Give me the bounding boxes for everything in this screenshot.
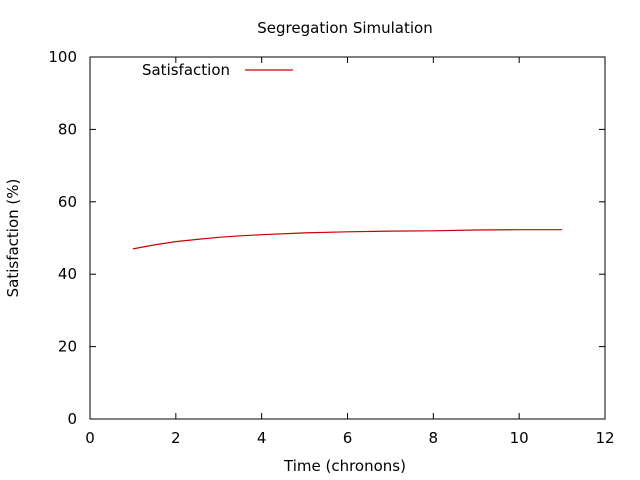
y-axis-label: Satisfaction (%): [4, 179, 22, 298]
y-tick-label: 100: [48, 48, 77, 66]
series-layer: [132, 229, 563, 250]
x-tick-label: 8: [429, 429, 439, 447]
y-tick-label: 40: [58, 265, 77, 283]
chart-title: Segregation Simulation: [257, 19, 432, 37]
x-tick-label: 12: [595, 429, 614, 447]
x-tick-label: 2: [171, 429, 181, 447]
y-tick-label: 80: [58, 120, 77, 138]
x-axis-label: Time (chronons): [283, 457, 406, 475]
x-tick-label: 4: [257, 429, 267, 447]
x-tick-label: 6: [343, 429, 353, 447]
legend-label: Satisfaction: [142, 61, 230, 79]
series-line-satisfaction: [132, 229, 563, 250]
y-tick-label: 0: [67, 410, 77, 428]
y-tick-label: 60: [58, 193, 77, 211]
axis-ticks: 0 2 4 6 8 10 12 0 20 40 60 80 100: [48, 48, 614, 447]
plot-frame: [89, 56, 606, 420]
y-tick-label: 20: [58, 338, 77, 356]
x-tick-label: 0: [85, 429, 95, 447]
x-tick-label: 10: [510, 429, 529, 447]
